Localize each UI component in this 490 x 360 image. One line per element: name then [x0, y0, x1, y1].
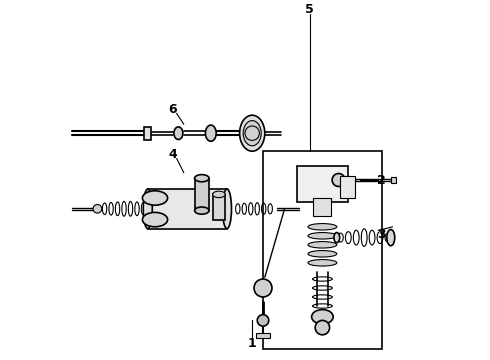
- Ellipse shape: [195, 207, 209, 214]
- Ellipse shape: [312, 310, 333, 324]
- Ellipse shape: [308, 242, 337, 248]
- Bar: [341, 176, 355, 198]
- Text: 5: 5: [305, 3, 314, 15]
- Circle shape: [257, 315, 269, 326]
- Text: 4: 4: [169, 148, 177, 161]
- Circle shape: [315, 320, 330, 335]
- Ellipse shape: [143, 189, 152, 229]
- Text: 6: 6: [169, 103, 177, 116]
- Bar: [144, 127, 151, 140]
- Circle shape: [332, 174, 345, 186]
- Ellipse shape: [308, 260, 337, 266]
- Bar: [213, 194, 225, 220]
- Bar: [314, 198, 331, 216]
- Circle shape: [93, 204, 102, 213]
- Ellipse shape: [213, 191, 225, 198]
- Ellipse shape: [387, 230, 395, 246]
- Bar: [297, 166, 347, 202]
- Bar: [148, 189, 227, 229]
- Ellipse shape: [205, 125, 216, 141]
- Ellipse shape: [308, 233, 337, 239]
- Text: 3: 3: [377, 228, 386, 240]
- Ellipse shape: [195, 175, 209, 182]
- Ellipse shape: [334, 233, 340, 243]
- Ellipse shape: [174, 127, 183, 140]
- Bar: [391, 177, 396, 183]
- Ellipse shape: [308, 251, 337, 257]
- Ellipse shape: [143, 212, 168, 227]
- Ellipse shape: [308, 224, 337, 230]
- Ellipse shape: [222, 189, 231, 229]
- Text: 2: 2: [377, 174, 386, 186]
- Ellipse shape: [143, 191, 168, 205]
- Ellipse shape: [240, 115, 265, 151]
- Bar: [256, 333, 270, 338]
- Circle shape: [254, 279, 272, 297]
- Ellipse shape: [243, 121, 261, 146]
- Text: 1: 1: [248, 337, 257, 350]
- Bar: [195, 178, 209, 211]
- Bar: [263, 151, 382, 349]
